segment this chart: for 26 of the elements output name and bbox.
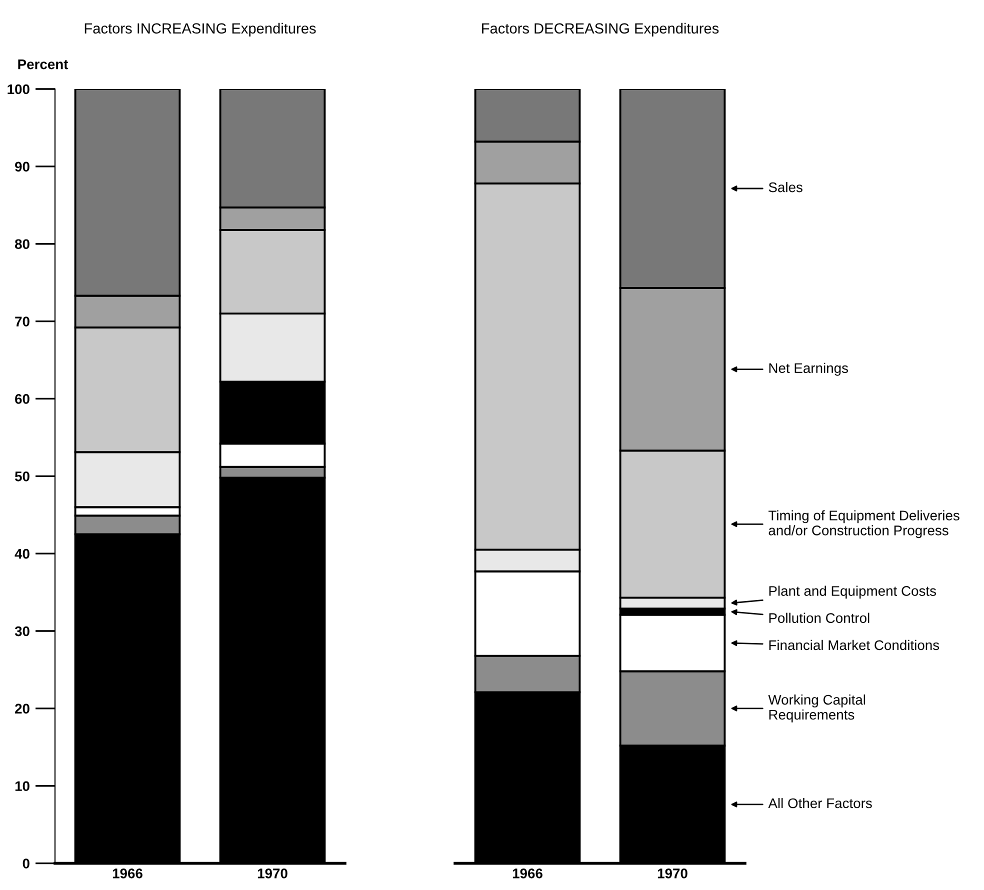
chart-title: Factors INCREASING Expenditures — [84, 22, 316, 36]
y-tick-label: 20 — [15, 704, 30, 714]
legend-label: Financial Market Conditions — [769, 640, 940, 650]
chart-title: Factors DECREASING Expenditures — [482, 22, 719, 36]
legend-label: Sales — [768, 182, 802, 192]
legend-label: Plant and Equipment Costs — [769, 586, 936, 599]
legend-label: All Other Factors — [768, 798, 872, 808]
y-tick-label: 70 — [15, 316, 30, 326]
y-tick-label: 60 — [15, 394, 30, 404]
legend-label: Pollution Control — [769, 612, 870, 623]
x-tick-label: 1970 — [258, 868, 288, 878]
y-tick-label: 100 — [8, 84, 30, 94]
y-tick-label: 30 — [14, 626, 30, 636]
legend-label: Working Capital Requirements — [768, 694, 866, 722]
legend-label: Timing of Equipment Deliveries and/or Construction Progress — [768, 510, 960, 538]
y-tick-label: 40 — [14, 548, 30, 559]
y-tick-label: 50 — [14, 471, 30, 482]
x-tick-label: 1966 — [512, 868, 542, 878]
y-tick-label: 10 — [15, 781, 30, 792]
y-tick-label: 90 — [15, 162, 30, 172]
x-tick-label: 1966 — [112, 868, 142, 878]
x-tick-label: 1970 — [658, 868, 688, 878]
legend-label: Net Earnings — [769, 362, 848, 376]
y-tick-label: 80 — [14, 239, 30, 250]
y-tick-label: 0 — [22, 858, 30, 868]
y-axis-title: Percent — [18, 60, 68, 70]
